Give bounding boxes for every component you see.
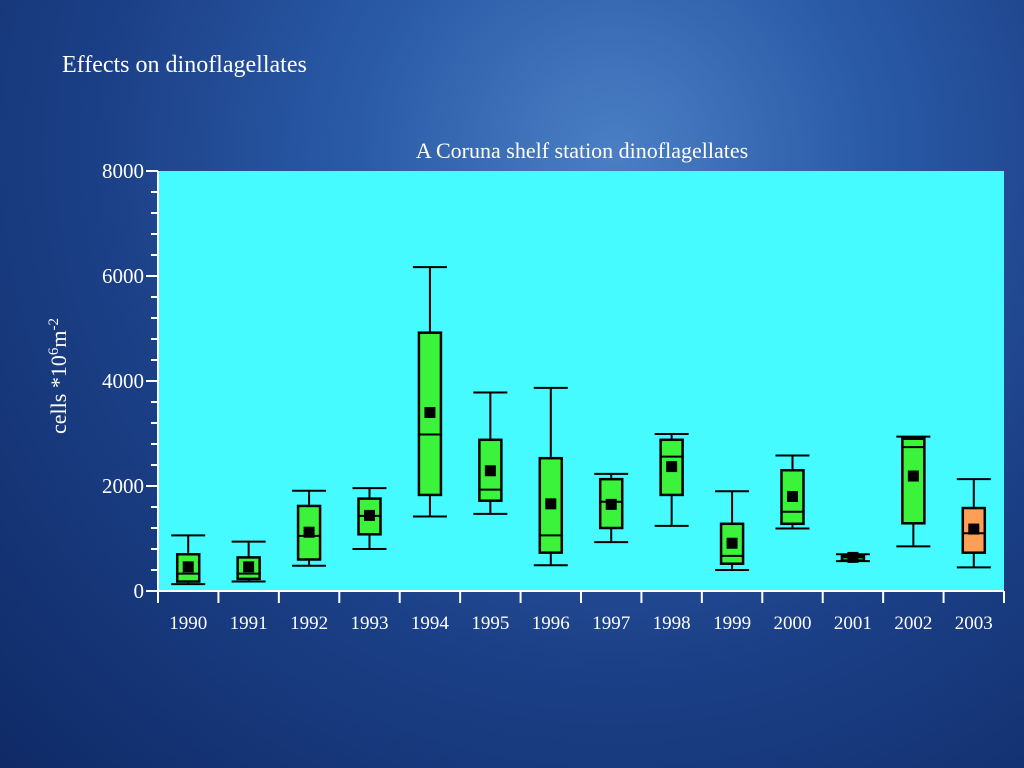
x-axis: 1990 1991 1992 1993 1994 1995 1996 1997 1998 1999…	[157, 590, 1005, 634]
plot-background	[158, 171, 1004, 591]
box-1998	[654, 433, 689, 527]
x-tick-label: 1990	[169, 613, 207, 634]
box-2003	[956, 478, 991, 569]
y-tick-label: 0	[134, 579, 145, 603]
mean-marker	[243, 561, 255, 573]
y-axis-label-base: cells *10	[46, 355, 71, 434]
box-1994	[412, 266, 447, 518]
x-tick-label: 1996	[532, 613, 570, 634]
x-tick-label: 1997	[592, 613, 630, 634]
box-2000	[775, 454, 810, 530]
x-tick-label: 2003	[955, 613, 993, 634]
mean-marker	[907, 470, 919, 482]
y-axis-label: cells *106m-2	[46, 318, 71, 434]
x-tick-label: 1995	[471, 613, 509, 634]
x-tick-label: 1994	[411, 613, 450, 634]
box-1991	[231, 540, 266, 583]
mean-marker	[182, 561, 194, 573]
x-tick-label: 2002	[894, 613, 932, 634]
box-1990	[171, 534, 206, 586]
y-tick-label: 6000	[102, 264, 144, 288]
box-1999	[715, 490, 750, 571]
box-2001	[835, 551, 870, 563]
box-1995	[473, 391, 508, 515]
box-2002	[896, 435, 931, 548]
y-axis-label-exponent: 6	[46, 347, 62, 355]
box-series	[171, 266, 991, 586]
mean-marker	[726, 537, 738, 549]
slide-title: Effects on dinoflagellates	[62, 52, 307, 78]
y-tick-label: 2000	[102, 474, 144, 498]
y-axis: 0 2000 4000 6000 8000	[102, 159, 159, 603]
box-1993	[352, 487, 387, 550]
mean-marker	[303, 526, 315, 538]
box-1992	[292, 489, 327, 567]
y-tick-label: 4000	[102, 369, 144, 393]
mean-marker	[968, 523, 980, 535]
y-axis-label-unit-exponent: -2	[46, 318, 62, 331]
y-axis-label-unit: m	[46, 331, 71, 348]
mean-marker	[364, 509, 375, 521]
box-1996	[533, 386, 568, 567]
mean-marker	[666, 461, 678, 473]
x-tick-label: 1998	[653, 613, 691, 634]
mean-marker	[424, 407, 436, 418]
x-tick-label: 1999	[713, 613, 751, 634]
mean-marker	[787, 491, 798, 502]
box-1997	[594, 472, 629, 544]
mean-marker	[605, 498, 617, 510]
x-tick-label: 2001	[834, 613, 872, 634]
mean-marker	[847, 551, 859, 563]
x-tick-label: 1993	[351, 613, 389, 634]
mean-marker	[484, 465, 496, 477]
x-tick-label: 2000	[774, 613, 812, 634]
x-tick-label: 1992	[290, 613, 328, 634]
x-tick-label: 1991	[230, 613, 268, 634]
y-tick-label: 8000	[102, 159, 144, 183]
mean-marker	[545, 498, 557, 510]
chart-title: A Coruna shelf station dinoflagellates	[416, 138, 748, 163]
